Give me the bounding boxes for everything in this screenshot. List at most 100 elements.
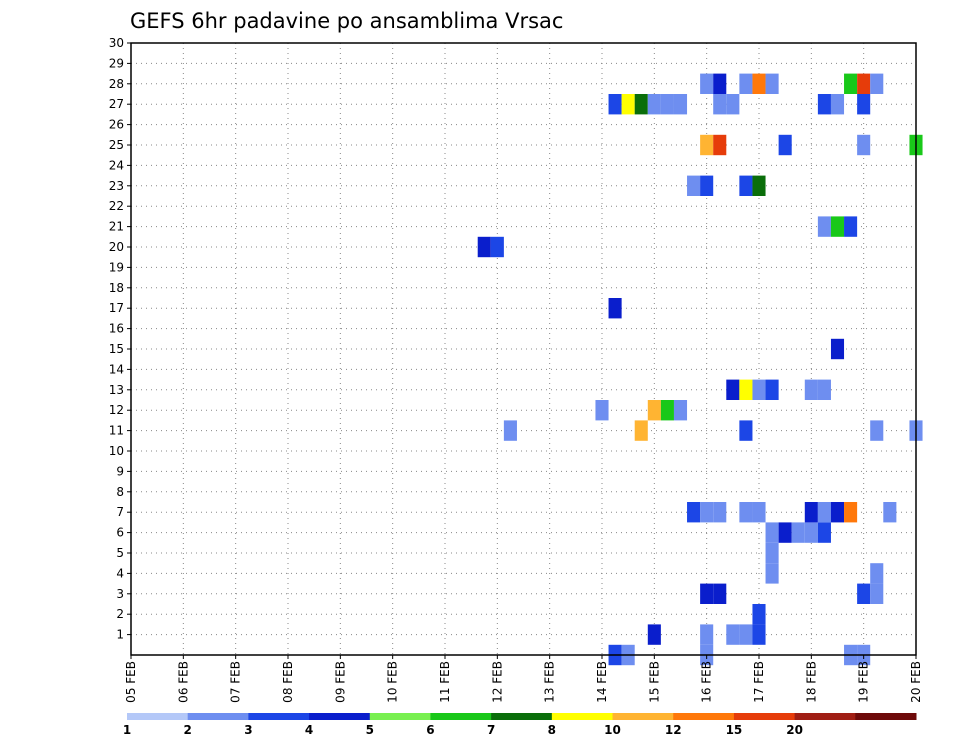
y-axis: 1234567891011121314151617181920212223242… (109, 36, 131, 642)
precip-cell (660, 400, 674, 421)
precip-cell (883, 502, 897, 523)
precip-cell (673, 400, 688, 421)
precip-cell (870, 73, 884, 94)
precip-cell (778, 522, 792, 543)
precip-cell (752, 73, 766, 94)
legend-label: 5 (366, 723, 374, 737)
legend-label: 20 (786, 723, 803, 737)
precip-cell (739, 175, 753, 196)
legend-label: 10 (604, 723, 621, 737)
x-tick-label: 12 FEB (490, 661, 504, 703)
precip-cells (477, 73, 923, 666)
precip-cell (647, 624, 661, 645)
precip-cell (844, 502, 858, 523)
legend-swatch (430, 713, 492, 720)
precip-cell (752, 604, 766, 625)
y-tick-label: 26 (109, 118, 124, 132)
precip-cell (765, 379, 779, 400)
y-tick-label: 21 (109, 220, 124, 234)
precip-cell (817, 379, 831, 400)
y-tick-label: 1 (116, 628, 124, 642)
x-tick-label: 06 FEB (176, 661, 190, 703)
precip-cell (752, 379, 766, 400)
precip-cell (739, 624, 753, 645)
precip-cell (817, 522, 831, 543)
precip-cell (595, 400, 609, 421)
y-tick-label: 5 (116, 546, 124, 560)
y-tick-label: 10 (109, 444, 124, 458)
legend-label: 7 (487, 723, 495, 737)
precip-cell (817, 502, 831, 523)
legend-label: 6 (426, 723, 434, 737)
grid-lines (131, 43, 916, 655)
legend-swatch (127, 713, 189, 720)
precip-cell (817, 216, 831, 237)
y-tick-label: 30 (109, 36, 124, 50)
y-tick-label: 2 (116, 607, 124, 621)
precip-cell (791, 522, 805, 543)
y-tick-label: 27 (109, 97, 124, 111)
y-tick-label: 24 (109, 158, 124, 172)
precip-cell (608, 298, 622, 319)
precip-cell (647, 400, 661, 421)
x-tick-label: 14 FEB (595, 661, 609, 703)
y-tick-label: 25 (109, 138, 124, 152)
precip-cell (621, 94, 635, 115)
x-tick-label: 05 FEB (124, 661, 138, 703)
y-tick-label: 28 (109, 77, 124, 91)
y-tick-label: 22 (109, 199, 124, 213)
y-tick-label: 4 (116, 566, 124, 580)
precip-cell (687, 502, 701, 523)
precip-cell (870, 420, 884, 441)
x-tick-label: 17 FEB (752, 661, 766, 703)
precip-cell (726, 624, 740, 645)
precip-cell (778, 134, 792, 156)
y-tick-label: 9 (116, 464, 124, 478)
legend-label: 3 (244, 723, 252, 737)
precip-cell (713, 73, 727, 94)
x-tick-label: 08 FEB (281, 661, 295, 703)
legend-label: 15 (726, 723, 743, 737)
precip-cell (844, 73, 858, 94)
y-tick-label: 13 (109, 383, 124, 397)
y-tick-label: 12 (109, 403, 124, 417)
precip-cell (765, 563, 779, 584)
precip-cell (739, 502, 753, 523)
y-tick-label: 29 (109, 56, 124, 70)
precip-cell (804, 379, 818, 400)
y-tick-label: 18 (109, 281, 124, 295)
precip-cell (700, 73, 714, 94)
legend-label: 1 (123, 723, 131, 737)
precip-cell (817, 94, 831, 115)
y-tick-label: 16 (109, 322, 124, 336)
y-tick-label: 11 (109, 424, 124, 438)
y-tick-label: 19 (109, 260, 124, 274)
precip-cell (857, 94, 871, 115)
precip-cell (673, 94, 688, 115)
precip-cell (700, 175, 714, 196)
precip-cell (726, 94, 740, 115)
legend-swatch (309, 713, 371, 720)
precip-cell (830, 216, 845, 237)
legend-swatch (612, 713, 674, 720)
precip-cell (804, 502, 818, 523)
precip-cell (830, 502, 845, 523)
precip-cell (765, 73, 779, 94)
precip-cell (739, 420, 753, 441)
precip-cell (765, 522, 779, 543)
precip-cell (752, 502, 766, 523)
x-tick-label: 10 FEB (386, 661, 400, 703)
legend-label: 4 (305, 723, 313, 737)
x-axis: 05 FEB 06 FEB 07 FEB 08 FEB 09 FEB 10 FEB 11 F… (124, 655, 923, 703)
x-tick-label: 09 FEB (333, 661, 347, 703)
precip-cell (726, 379, 740, 400)
precip-cell (844, 216, 858, 237)
x-tick-label: 07 FEB (229, 661, 243, 703)
precip-cell (739, 73, 753, 94)
legend-label: 12 (665, 723, 682, 737)
precip-cell (870, 583, 884, 604)
y-tick-label: 15 (109, 342, 124, 356)
legend-swatch (855, 713, 917, 720)
legend-swatch (187, 713, 249, 720)
precip-cell (752, 624, 766, 645)
